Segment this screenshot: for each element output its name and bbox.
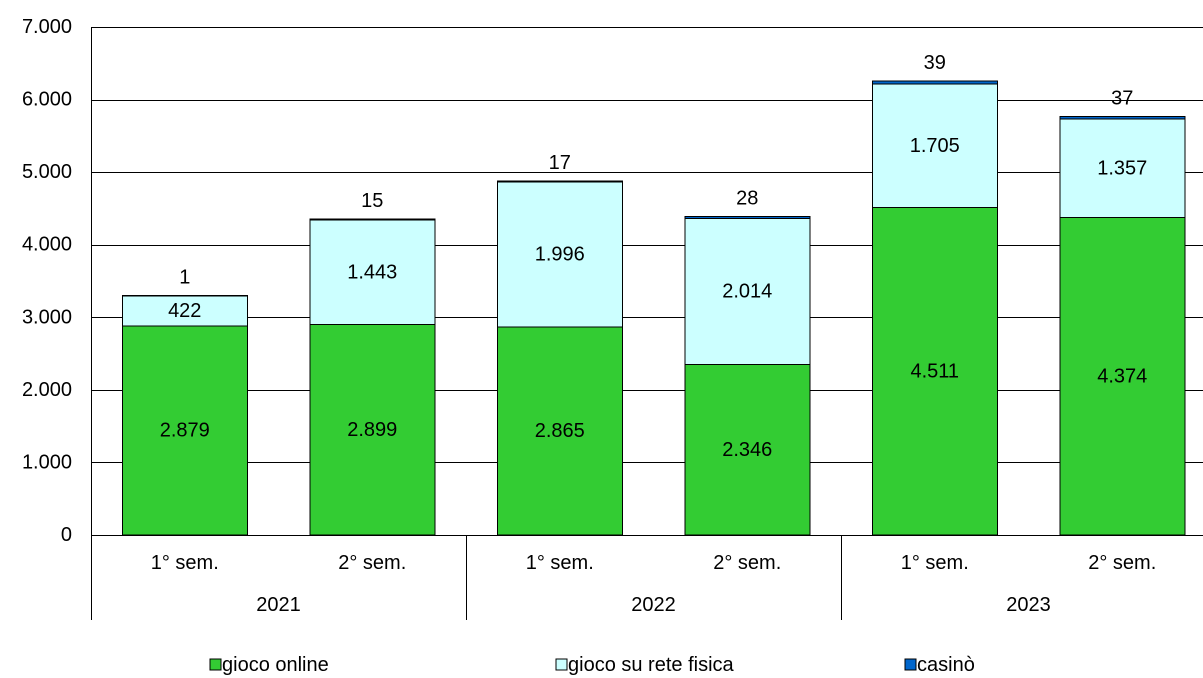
data-label-casino: 15	[361, 190, 383, 212]
bar-segment-casino	[496, 180, 623, 183]
bar-segment-rete-fisica	[871, 83, 998, 209]
data-label-gioco-online: 4.511	[910, 360, 959, 382]
data-label-rete-fisica: 2.014	[722, 281, 772, 303]
category-label: 1° sem.	[901, 552, 969, 574]
data-label-casino: 1	[179, 266, 190, 288]
y-tick-label: 1.000	[22, 451, 72, 473]
bar-segment-gioco-online	[496, 326, 623, 536]
year-label: 2021	[256, 594, 301, 616]
y-tick-label: 7.000	[22, 16, 72, 38]
y-tick-label: 3.000	[22, 306, 72, 328]
category-label: 2° sem.	[338, 552, 406, 574]
y-tick-label: 6.000	[22, 89, 72, 111]
data-label-rete-fisica: 1.357	[1097, 157, 1147, 179]
legend-marker-rete-fisica	[555, 658, 568, 671]
y-tick-label: 2.000	[22, 379, 72, 401]
legend-item-casino: casinò	[904, 654, 975, 676]
data-label-gioco-online: 2.865	[535, 420, 585, 442]
bar-segment-gioco-online	[1059, 217, 1186, 536]
data-label-gioco-online: 2.879	[160, 420, 210, 442]
bar-segment-rete-fisica	[1059, 118, 1186, 219]
bar-segment-rete-fisica	[309, 219, 436, 326]
data-label-rete-fisica: 1.705	[910, 135, 960, 157]
bar-segment-gioco-online	[871, 207, 998, 536]
legend: gioco online gioco su rete fisica casinò	[209, 654, 975, 676]
legend-label-casino: casinò	[917, 654, 975, 676]
bar-segment-casino	[1059, 115, 1186, 120]
bar-segment-casino	[309, 218, 436, 221]
data-label-gioco-online: 2.346	[722, 439, 772, 461]
legend-item-gioco-online: gioco online	[209, 654, 329, 676]
y-tick-label: 5.000	[22, 161, 72, 183]
data-label-rete-fisica: 422	[168, 300, 201, 322]
category-label: 1° sem.	[151, 552, 219, 574]
bar-segment-rete-fisica	[121, 294, 248, 327]
data-label-gioco-online: 4.374	[1097, 365, 1147, 387]
data-label-rete-fisica: 1.996	[535, 244, 585, 266]
year-label: 2023	[1006, 594, 1051, 616]
legend-marker-casino	[904, 658, 917, 671]
labels: 0 1.000 2.000 3.000 4.000 5.000 6.000 7.000 2.87…	[22, 16, 1156, 616]
data-label-rete-fisica: 1.443	[347, 261, 397, 283]
category-label: 1° sem.	[526, 552, 594, 574]
category-label: 2° sem.	[1088, 552, 1156, 574]
data-label-casino: 39	[924, 52, 946, 74]
data-label-gioco-online: 2.899	[347, 419, 397, 441]
bar-segment-casino	[684, 216, 811, 220]
data-label-casino: 17	[549, 152, 571, 174]
gridlines	[91, 27, 1203, 463]
bar-segment-rete-fisica	[684, 218, 811, 366]
data-label-casino: 28	[736, 188, 758, 210]
legend-label-rete-fisica: gioco su rete fisica	[568, 654, 735, 676]
axes	[91, 27, 1203, 620]
y-tick-label: 4.000	[22, 234, 72, 256]
year-label: 2022	[631, 594, 676, 616]
bar-segment-casino	[121, 294, 248, 297]
bar-segment-gioco-online	[309, 324, 436, 536]
bars	[121, 80, 1186, 536]
bar-segment-gioco-online	[684, 364, 811, 536]
y-tick-label: 0	[61, 524, 72, 546]
bar-segment-rete-fisica	[496, 181, 623, 328]
legend-marker-gioco-online	[209, 658, 222, 671]
legend-item-rete-fisica: gioco su rete fisica	[555, 654, 735, 676]
data-label-casino: 37	[1111, 87, 1133, 109]
bar-segment-casino	[871, 80, 998, 85]
legend-label-gioco-online: gioco online	[222, 654, 329, 676]
category-label: 2° sem.	[713, 552, 781, 574]
